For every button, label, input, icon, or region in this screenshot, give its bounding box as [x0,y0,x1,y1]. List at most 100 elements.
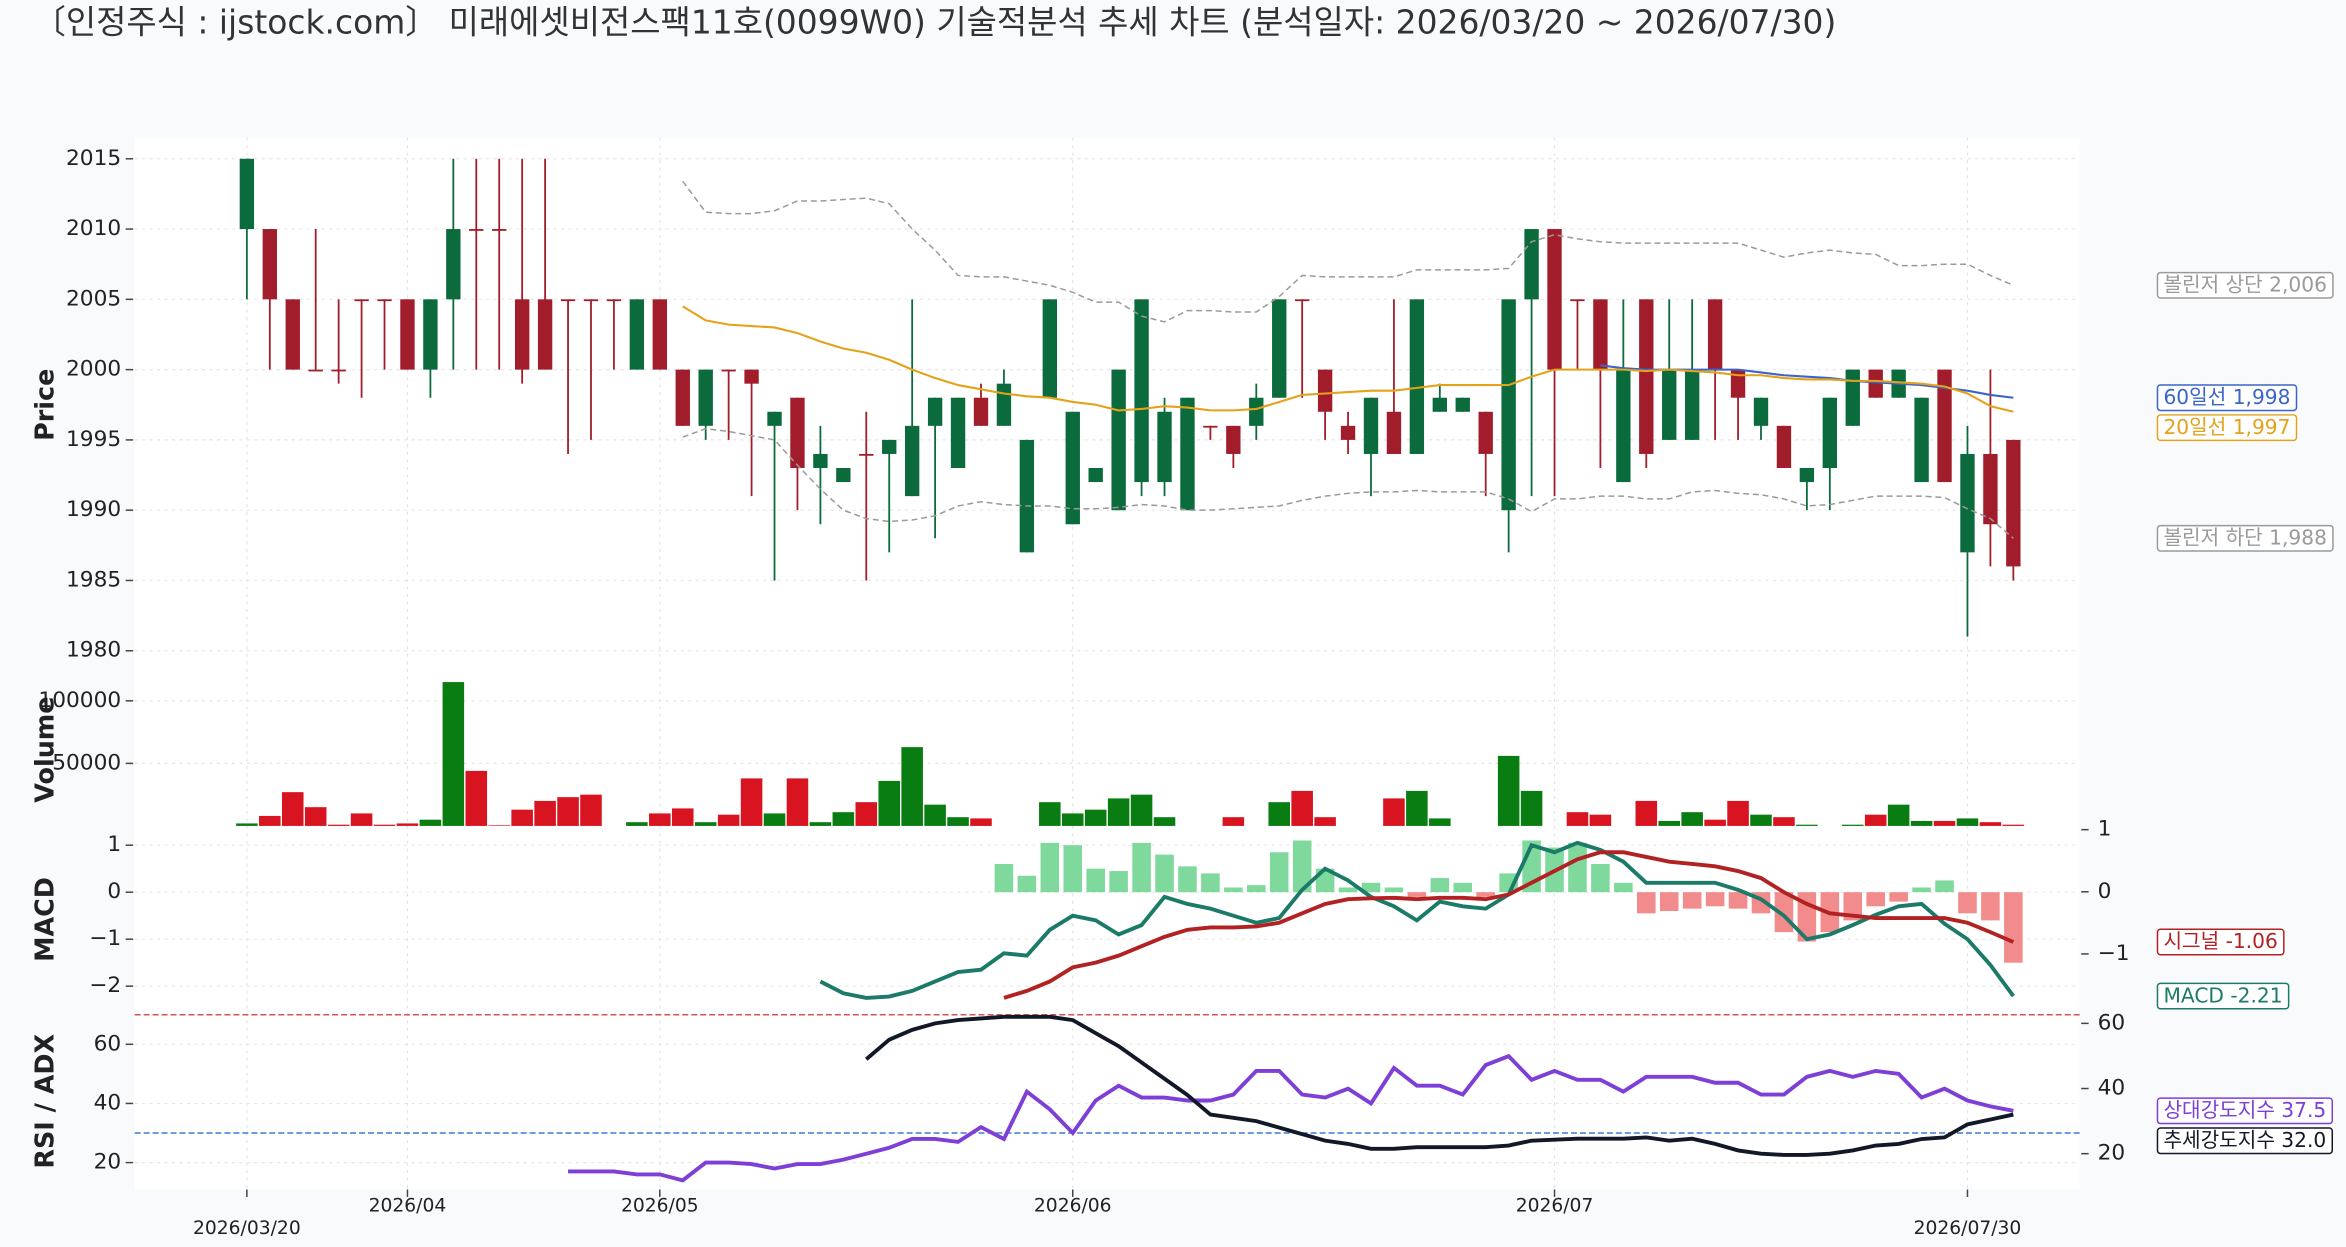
volume-bar [1107,798,1130,826]
candle-body [1226,425,1241,454]
histogram-bar [994,863,1014,893]
histogram-bar [1178,866,1197,893]
candle-body [1822,397,1838,469]
x-tick-label: 2026/06 [1034,1195,1112,1216]
volume-bar [1750,814,1772,826]
indicator-line [1003,850,2015,1000]
volume-bar [970,818,992,826]
end-label-box [2156,271,2334,299]
candle-body [813,453,828,469]
x-tick-label: 2026/05 [621,1195,699,1216]
volume-bar [1039,802,1061,826]
volume-bar [832,812,855,826]
candle-body [721,369,736,372]
histogram-bar [1269,852,1289,893]
histogram-bar [1682,892,1702,909]
candle-body [1042,299,1057,398]
volume-bar [281,792,304,826]
histogram-bar [1338,887,1358,893]
candle-body [1386,411,1402,454]
candle-body [1134,299,1149,483]
candle-body [1363,397,1379,454]
candle-body [1662,369,1677,440]
histogram-bar [1109,871,1128,893]
candle-body [1730,369,1746,398]
candle-body [583,299,599,302]
end-label: MACD -2.21 [2163,983,2282,1007]
candle-body [560,299,576,302]
histogram-bar [1361,882,1381,893]
volume-bar [350,813,373,826]
y-tick-label: −2 [89,973,121,998]
candle-body [1570,299,1585,302]
candle-body [537,299,553,370]
candle-body [950,397,966,469]
candle-body [446,229,461,300]
volume-bar [649,813,671,826]
y-tick-label: 1980 [66,638,121,663]
end-label: 20일선 1,997 [2163,415,2290,439]
histogram-bar [1568,842,1587,893]
histogram-bar [1935,880,1954,893]
end-label-box [2156,1097,2334,1125]
histogram-bar [1407,892,1427,897]
candle-body [1776,425,1792,469]
overlay-line [682,180,2014,323]
x-tick-label: 2026/03/20 [193,1218,301,1239]
y-tick-label: 60 [94,1031,122,1056]
end-label: 상대강도지수 37.5 [2163,1098,2326,1122]
histogram-bar [1866,892,1885,907]
candle-body [469,229,484,231]
candle-body [1478,411,1493,454]
candle-body [1593,299,1608,370]
volume-bar [901,747,923,826]
candle-body [1249,397,1264,426]
volume-bar [580,794,602,826]
candle-body [882,439,897,454]
end-label-box [2156,982,2290,1010]
candle-body [1272,299,1287,398]
volume-bar [1796,824,1818,826]
volume-bar [1268,802,1291,826]
candle-body [331,369,346,372]
candle-body [1019,439,1035,553]
volume-bar [1910,820,1933,826]
indicator-line [568,1053,2014,1183]
volume-bar [855,802,878,826]
candle-body [652,299,667,370]
plot-background [134,137,2080,1190]
volume-bar [1956,818,1979,826]
volume-bar [1497,755,1520,826]
y-axis-title: Volume [29,696,59,802]
volume-bar [1130,794,1153,826]
candle-body [239,158,255,230]
y-tick-label: 1990 [66,497,121,522]
candle-body [1203,425,1218,428]
candle-body [698,369,713,426]
histogram-bar [1155,854,1174,893]
candle-body [904,425,920,497]
volume-bar [1933,820,1956,826]
y-tick-label: 1 [107,832,121,857]
volume-bar [1979,822,2002,826]
histogram-bar [1591,863,1610,893]
candle-body [2006,439,2021,567]
y2-tick-label: 40 [2098,1076,2126,1101]
end-label-box [2156,414,2298,442]
end-label-box [2156,524,2334,552]
x-tick-label: 2026/07/30 [1914,1218,2022,1239]
candle-body [1937,369,1952,483]
candle-body [1914,397,1929,483]
histogram-bar [1384,887,1404,893]
histogram-bar [2004,892,2023,963]
histogram-bar [1912,887,1931,893]
candle-body [1616,369,1631,483]
candle-body [1524,229,1539,300]
volume-bar [304,807,327,826]
y-tick-label: −1 [89,926,121,951]
histogram-bar [1086,868,1105,893]
candle-body [1432,397,1447,412]
y-tick-label: 100000 [38,688,121,713]
